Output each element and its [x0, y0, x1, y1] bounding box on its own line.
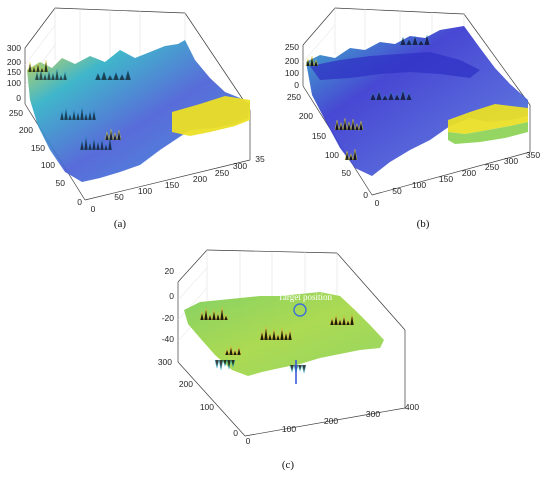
panel-label-a: (a): [114, 218, 127, 230]
x-tick-a-250: 250: [215, 168, 229, 178]
y-tick-a-50: 50: [56, 178, 66, 188]
y-tick-a-150: 150: [31, 143, 45, 153]
z-tick-b-100: 100: [285, 68, 299, 78]
z-tick-a-100: 100: [7, 78, 21, 88]
y-tick-b-250: 250: [287, 92, 301, 102]
z-tick-b-200: 200: [285, 56, 299, 66]
z-tick-a-0: 0: [16, 93, 21, 103]
z-tick-c-neg40: -40: [162, 334, 175, 344]
y-tick-c-100: 100: [200, 402, 214, 412]
x-tick-b-350: 350: [526, 150, 540, 160]
target-marker: [293, 303, 307, 317]
y-tick-c-300: 300: [158, 357, 172, 367]
target-annotation: Target position: [278, 292, 332, 302]
y-tick-b-50: 50: [342, 168, 352, 178]
texture-c-orange: [199, 306, 355, 357]
y-tick-a-250: 250: [9, 108, 23, 118]
axes-box-a: [24, 7, 251, 201]
z-tick-b-0: 0: [294, 80, 299, 90]
x-tick-b-200: 200: [462, 168, 476, 178]
x-tick-b-250: 250: [485, 162, 499, 172]
x-tick-b-100: 100: [412, 180, 426, 190]
plateau-a: [172, 96, 250, 136]
x-tick-a-100: 100: [138, 186, 152, 196]
x-tick-c-200: 200: [324, 416, 338, 426]
z-tick-c-20: 20: [165, 266, 175, 276]
x-tick-a-50: 50: [114, 192, 124, 202]
x-tick-b-300: 300: [504, 156, 518, 166]
x-tick-a-200: 200: [193, 174, 207, 184]
x-tick-c-0: 0: [246, 436, 251, 446]
y-tick-b-100: 100: [325, 150, 339, 160]
axes-box-c: [177, 249, 406, 437]
texture-b-yellow: [305, 55, 364, 162]
texture-a-yellow: [27, 59, 122, 141]
x-tick-c-300: 300: [366, 409, 380, 419]
y-tick-b-150: 150: [312, 131, 326, 141]
z-tick-c-neg20: -20: [162, 313, 175, 323]
surface-panel-c: Target position 20 0 -20 -40 300 200 100…: [158, 249, 419, 471]
x-tick-a-35: 35: [255, 154, 265, 164]
z-tick-b-250: 250: [285, 42, 299, 52]
z-tick-a-150: 150: [7, 67, 21, 77]
y-tick-b-0: 0: [363, 190, 368, 200]
surface-panel-b: 250 200 100 0 250 200 150 100 50 0 0 50 …: [285, 7, 540, 230]
texture-b: [369, 34, 431, 101]
y-tick-a-0: 0: [77, 197, 82, 207]
ridge-b: [310, 52, 480, 80]
panel-label-b: (b): [417, 218, 430, 230]
x-tick-c-100: 100: [282, 424, 296, 434]
panel-label-c: (c): [282, 459, 295, 471]
surface-panel-a: 300 200 150 100 0 250 200 150 100 50 0 0…: [7, 7, 265, 230]
surface-c: [184, 292, 384, 376]
z-tick-a-300: 300: [7, 43, 21, 53]
y-tick-c-0: 0: [233, 428, 238, 438]
x-tick-a-0: 0: [91, 204, 96, 214]
y-tick-c-200: 200: [179, 379, 193, 389]
z-tick-a-200: 200: [7, 57, 21, 67]
z-tick-c-0: 0: [169, 291, 174, 301]
x-tick-c-400: 400: [405, 402, 419, 412]
x-tick-b-150: 150: [439, 174, 453, 184]
texture-a: [34, 68, 132, 151]
x-tick-b-50: 50: [392, 186, 402, 196]
plateau-b: [448, 104, 528, 134]
axes-box-b: [302, 7, 531, 196]
x-tick-a-150: 150: [165, 180, 179, 190]
plateau-b-base: [448, 122, 528, 144]
surface-b: [306, 26, 528, 176]
x-tick-b-0: 0: [375, 198, 380, 208]
y-tick-a-100: 100: [41, 160, 55, 170]
texture-c-teal: [214, 358, 307, 375]
y-tick-b-200: 200: [299, 111, 313, 121]
y-tick-a-200: 200: [19, 125, 33, 135]
x-tick-a-300: 300: [233, 161, 247, 171]
